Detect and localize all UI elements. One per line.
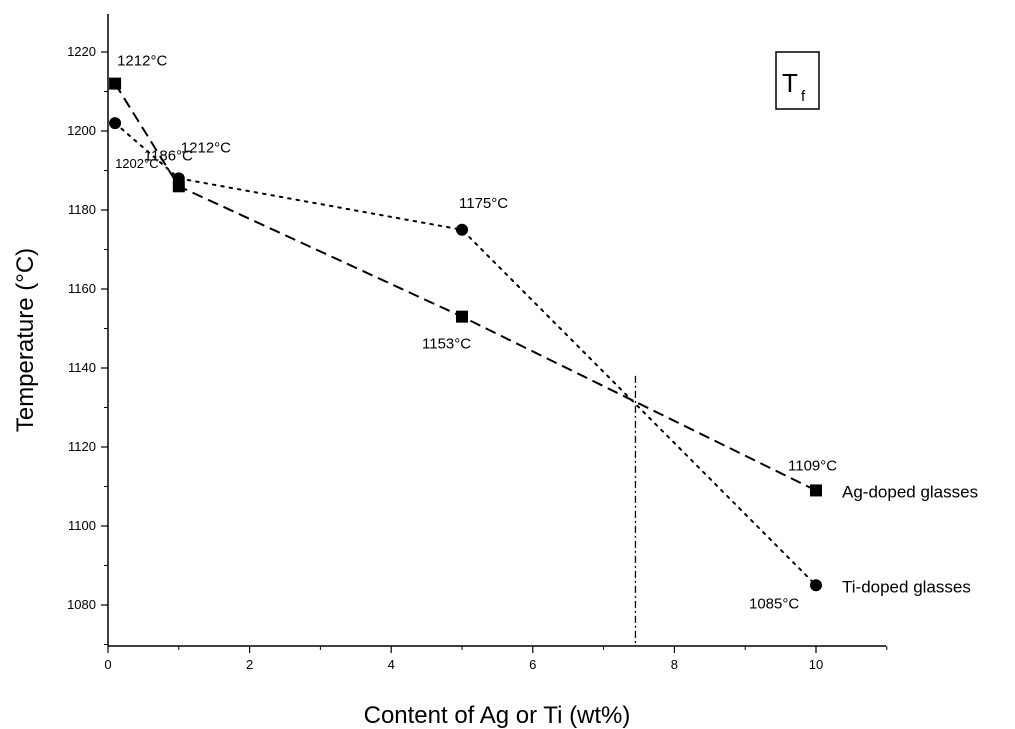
x-tick-label: 0 [104,657,111,672]
y-tick-label: 1080 [67,597,96,612]
data-point-ti [109,117,122,130]
data-label-ag: 1109°C [788,457,837,474]
legend-label-ag: Ag-doped glasses [842,482,978,501]
y-axis-title: Temperature (°C) [12,248,39,432]
plot-area: 0 2 4 6 8 10 1080 1100 1120 1140 1160 1180 1200 1220 1… [67,14,978,672]
legend-label-ti: Ti-doped glasses [842,577,971,596]
data-label-ag: 1186°C [144,147,193,164]
y-tick-label: 1100 [68,518,96,533]
data-point-ag [456,310,468,323]
data-label-ti: 1085°C [749,595,799,612]
data-point-ag [109,77,122,90]
y-tick-label: 1180 [68,202,96,217]
data-label-ti: 1212°C [181,139,231,156]
x-tick-label: 2 [246,657,253,672]
y-tick-label: 1120 [68,439,96,454]
inset-label-main: T [782,68,798,98]
data-point-ti [810,579,822,592]
data-label-ti: 1175°C [459,195,508,212]
x-tick-label: 6 [529,657,536,672]
y-tick-label: 1140 [68,360,96,375]
series-line-ag [114,83,817,492]
data-label-ag: 1153°C [422,336,471,353]
data-label-ti: 1202°C [115,156,159,171]
x-tick-label: 10 [809,657,823,672]
data-point-ti [456,223,468,236]
y-tick-label: 1160 [68,281,96,296]
inset-box-border [775,51,820,110]
data-label-ag: 1212°C [117,53,167,70]
series-line-ti [114,122,817,587]
inset-label-subscript: f [801,88,806,105]
x-tick-label: 4 [388,657,395,672]
data-point-ti [172,172,185,185]
x-tick-label: 8 [671,657,678,672]
data-point-ag [810,484,822,497]
x-axis-title: Content of Ag or Ti (wt%) [364,702,631,729]
y-tick-label: 1200 [67,123,96,138]
inset-label-box: T f [775,51,820,110]
y-tick-label: 1220 [67,44,96,59]
